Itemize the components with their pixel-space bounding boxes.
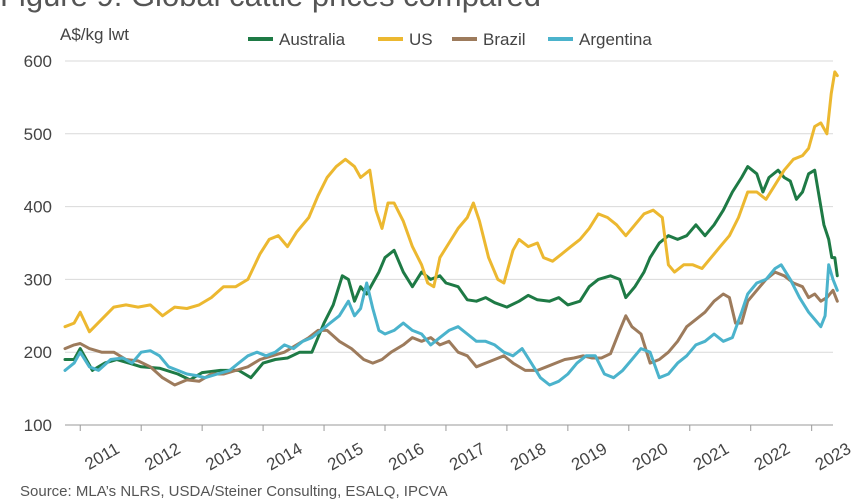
y-axis-label: A$/kg lwt bbox=[60, 25, 129, 44]
y-tick-label: 300 bbox=[24, 270, 52, 289]
chart-title: Figure 9: Global cattle prices compared bbox=[0, 0, 541, 14]
x-tick-label: 2012 bbox=[141, 439, 183, 474]
series-line-argentina bbox=[63, 263, 839, 387]
gridlines bbox=[65, 60, 833, 426]
legend-label-us: US bbox=[409, 30, 433, 49]
series-line-australia bbox=[63, 165, 839, 382]
source-note: Source: MLA’s NLRS, USDA/Steiner Consult… bbox=[20, 483, 448, 500]
y-axis: 100 200 300 400 500 600 bbox=[24, 52, 52, 435]
x-tick-label: 2016 bbox=[385, 439, 427, 474]
legend-label-australia: Australia bbox=[279, 30, 346, 49]
legend-label-argentina: Argentina bbox=[579, 30, 652, 49]
x-tick-label: 2017 bbox=[446, 439, 488, 474]
x-tick-label: 2020 bbox=[629, 439, 671, 474]
y-tick-label: 200 bbox=[24, 343, 52, 362]
x-tick-label: 2023 bbox=[812, 439, 854, 474]
x-tick-label: 2021 bbox=[690, 439, 732, 474]
x-axis: 2011 2012 2013 2014 2015 2016 2017 2018 2019 2020… bbox=[79, 425, 854, 474]
y-tick-label: 100 bbox=[24, 416, 52, 435]
x-tick-label: 2015 bbox=[324, 439, 366, 474]
x-tick-label: 2022 bbox=[751, 439, 793, 474]
x-tick-label: 2019 bbox=[568, 439, 610, 474]
x-tick-label: 2013 bbox=[202, 439, 244, 474]
y-tick-label: 500 bbox=[24, 125, 52, 144]
series-line-us bbox=[63, 70, 839, 334]
series-lines bbox=[63, 70, 839, 387]
y-tick-label: 400 bbox=[24, 198, 52, 217]
x-tick-label: 2014 bbox=[263, 439, 305, 474]
legend-label-brazil: Brazil bbox=[483, 30, 526, 49]
x-tick-label: 2018 bbox=[507, 439, 549, 474]
y-tick-label: 600 bbox=[24, 52, 52, 71]
legend: Australia US Brazil Argentina bbox=[248, 30, 652, 49]
x-tick-label: 2011 bbox=[82, 439, 123, 474]
